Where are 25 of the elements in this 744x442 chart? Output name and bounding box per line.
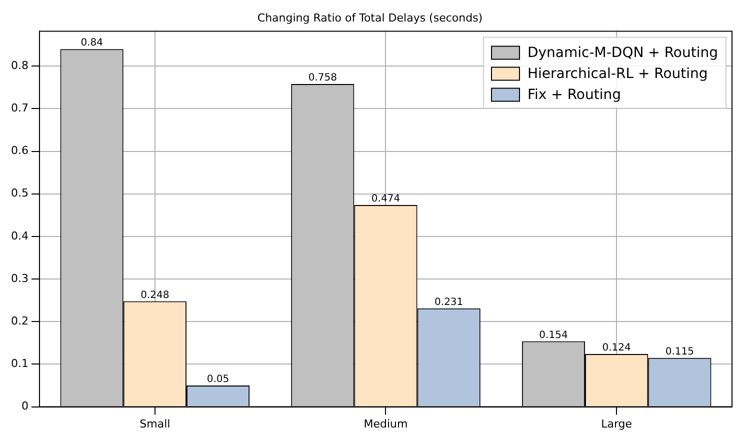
y-tick-label: 0.8 bbox=[10, 58, 28, 72]
legend-label: Fix + Routing bbox=[527, 86, 622, 103]
data-label: 0.231 bbox=[434, 297, 464, 308]
x-tick-label: Medium bbox=[364, 417, 408, 430]
y-tick-label: 0.6 bbox=[10, 144, 28, 158]
data-label: 0.124 bbox=[602, 342, 631, 354]
data-label: 0.248 bbox=[140, 290, 170, 301]
y-tick-label: 0 bbox=[21, 400, 28, 413]
legend-label: Hierarchical-RL + Routing bbox=[527, 66, 708, 82]
legend-label: Dynamic-M-DQN + Routing bbox=[527, 44, 718, 61]
data-label: 0.474 bbox=[371, 194, 400, 205]
y-tick-label: 0.3 bbox=[10, 272, 28, 285]
x-tick-label: Small bbox=[140, 417, 170, 430]
data-label: 0.758 bbox=[308, 72, 337, 84]
y-tick-label: 0.4 bbox=[10, 229, 28, 242]
data-label: 0.115 bbox=[665, 346, 694, 358]
data-label: 0.05 bbox=[206, 374, 230, 386]
y-tick-label: 0.5 bbox=[10, 186, 28, 200]
y-tick-label: 0.1 bbox=[10, 357, 28, 370]
y-tick-label: 0.7 bbox=[10, 102, 28, 115]
chart-title: Changing Ratio of Total Delays (seconds) bbox=[257, 11, 483, 24]
x-tick-label: Large bbox=[601, 417, 632, 430]
data-label: 0.84 bbox=[80, 38, 103, 49]
y-tick-label: 0.2 bbox=[10, 314, 28, 328]
data-label: 0.154 bbox=[539, 330, 568, 341]
